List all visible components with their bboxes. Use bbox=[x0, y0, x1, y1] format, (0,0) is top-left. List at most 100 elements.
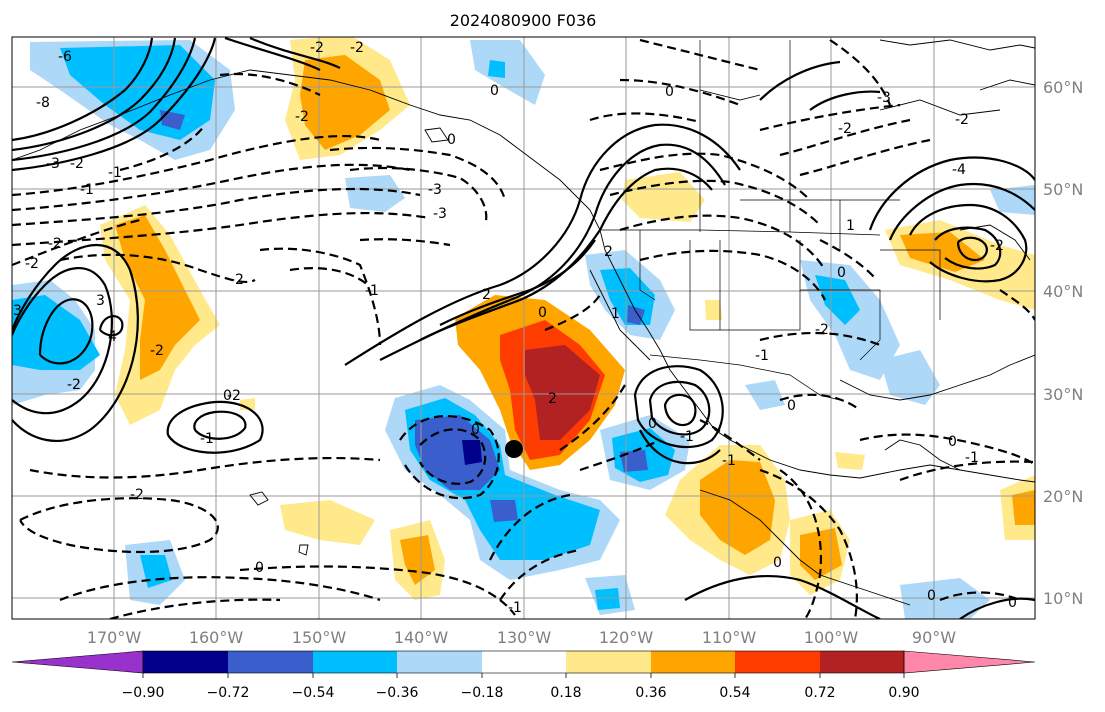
latitude-labels: 60°N 50°N 40°N 30°N 20°N 10°N bbox=[1043, 78, 1083, 608]
contour-label: 4 bbox=[108, 329, 117, 345]
lon-label: 120°W bbox=[599, 628, 654, 647]
colorbar-swatch bbox=[903, 650, 1036, 674]
contour-label: -2 bbox=[295, 109, 309, 125]
contour-label: 0 bbox=[447, 132, 456, 148]
contour-label: -2 bbox=[130, 487, 144, 503]
contour-label: -4 bbox=[952, 162, 966, 178]
lon-label: 110°W bbox=[702, 628, 757, 647]
contour-label: 2 bbox=[482, 287, 491, 303]
contour-label: -1 bbox=[200, 431, 214, 447]
contour-label: 0 bbox=[1008, 595, 1017, 611]
contour-label: 0 bbox=[773, 555, 782, 571]
contour-label: -1 bbox=[365, 283, 379, 299]
contour-label: -3 bbox=[433, 206, 447, 222]
lon-label: 170°W bbox=[87, 628, 142, 647]
contour-label: 0 bbox=[948, 434, 957, 450]
contour-label: -6 bbox=[58, 49, 72, 65]
colorbar-swatch bbox=[397, 651, 482, 673]
contour-label: 1 bbox=[611, 306, 620, 322]
colorbar-swatch bbox=[820, 651, 904, 673]
colorbar-ticks bbox=[142, 673, 905, 678]
contour-label: 0 bbox=[255, 560, 264, 576]
contour-label: -2 bbox=[838, 121, 852, 137]
lon-label: 140°W bbox=[394, 628, 449, 647]
contour-label: 3 bbox=[96, 293, 105, 309]
contour-label: 1 bbox=[846, 218, 855, 234]
colorbar-swatch bbox=[482, 651, 566, 673]
contour-label: -2 bbox=[230, 272, 244, 288]
contour-label: 0 bbox=[471, 422, 480, 438]
contour-label: 2 bbox=[604, 244, 613, 260]
contour-label: 0 bbox=[223, 388, 232, 404]
colorbar-label: −0.90 bbox=[122, 685, 165, 701]
contour-labels: -6 -8 -3 -2 -1 -1 -2 -2 -3 0 -1 -2 -3 -2… bbox=[8, 40, 1017, 616]
contour-label: -2 bbox=[48, 236, 62, 252]
map-title: 2024080900 F036 bbox=[450, 11, 597, 30]
lat-label: 20°N bbox=[1043, 487, 1083, 506]
contour-label: 0 bbox=[665, 84, 674, 100]
colorbar-label: −0.72 bbox=[207, 685, 250, 701]
contour-label: -2 bbox=[25, 256, 39, 272]
contour-label: -1 bbox=[108, 165, 122, 181]
contour-label: -3 bbox=[46, 156, 60, 172]
lat-label: 40°N bbox=[1043, 282, 1083, 301]
contour-label: -1 bbox=[722, 453, 736, 469]
contour-label: 0 bbox=[648, 416, 657, 432]
contour-label: -3 bbox=[8, 303, 22, 319]
contour-label: -3 bbox=[877, 90, 891, 106]
storm-position-marker bbox=[505, 440, 523, 458]
contour-lines bbox=[12, 37, 1035, 619]
lon-label: 100°W bbox=[804, 628, 859, 647]
colorbar-label: −0.54 bbox=[292, 685, 335, 701]
contour-label: -1 bbox=[80, 182, 94, 198]
lat-label: 30°N bbox=[1043, 385, 1083, 404]
contour-label: -2 bbox=[990, 238, 1004, 254]
colorbar-label: 0.18 bbox=[550, 685, 581, 701]
colorbar-swatch bbox=[313, 651, 397, 673]
contour-label: -2 bbox=[310, 40, 324, 56]
contour-label: 0 bbox=[837, 265, 846, 281]
contour-label: -8 bbox=[36, 95, 50, 111]
lat-label: 10°N bbox=[1043, 589, 1083, 608]
colorbar-swatch bbox=[228, 651, 313, 673]
contour-label: -2 bbox=[150, 343, 164, 359]
colorbar-swatch bbox=[566, 651, 651, 673]
contour-label: -2 bbox=[955, 112, 969, 128]
colorbar-swatch bbox=[651, 651, 735, 673]
coastlines bbox=[12, 39, 1035, 606]
contour-label: -2 bbox=[815, 322, 829, 338]
contour-label: 0 bbox=[538, 305, 547, 321]
lon-label: 90°W bbox=[912, 628, 956, 647]
colorbar-label: −0.18 bbox=[461, 685, 504, 701]
contour-label: -1 bbox=[508, 600, 522, 616]
colorbar-swatch bbox=[735, 651, 820, 673]
colorbar-label: −0.36 bbox=[376, 685, 419, 701]
contour-label: -2 bbox=[67, 377, 81, 393]
contour-label: -1 bbox=[755, 348, 769, 364]
lon-label: 160°W bbox=[189, 628, 244, 647]
contour-label: 2 bbox=[548, 391, 557, 407]
gridlines bbox=[12, 37, 1035, 619]
colorbar-label: 0.90 bbox=[888, 685, 919, 701]
lat-label: 50°N bbox=[1043, 180, 1083, 199]
contour-label: -2 bbox=[350, 40, 364, 56]
contour-label: 0 bbox=[490, 83, 499, 99]
contour-label: 0 bbox=[787, 398, 796, 414]
colorbar-swatch bbox=[11, 650, 144, 674]
contour-label: 0 bbox=[927, 588, 936, 604]
contour-label: -2 bbox=[227, 388, 241, 404]
lat-label: 60°N bbox=[1043, 78, 1083, 97]
lon-label: 150°W bbox=[292, 628, 347, 647]
map-frame bbox=[11, 36, 1036, 620]
colorbar-label: 0.54 bbox=[719, 685, 750, 701]
longitude-labels: 170°W 160°W 150°W 140°W 130°W 120°W 110°… bbox=[87, 628, 956, 647]
colorbar-label: 0.72 bbox=[804, 685, 835, 701]
contour-label: -3 bbox=[428, 182, 442, 198]
contour-label: -1 bbox=[680, 429, 694, 445]
contour-lines-dashed bbox=[12, 38, 1035, 619]
contour-label: -2 bbox=[70, 156, 84, 172]
colorbar-swatch bbox=[143, 651, 228, 673]
lon-label: 130°W bbox=[497, 628, 552, 647]
colorbar: −0.90 −0.72 −0.54 −0.36 −0.18 0.18 0.36 … bbox=[11, 650, 1036, 701]
